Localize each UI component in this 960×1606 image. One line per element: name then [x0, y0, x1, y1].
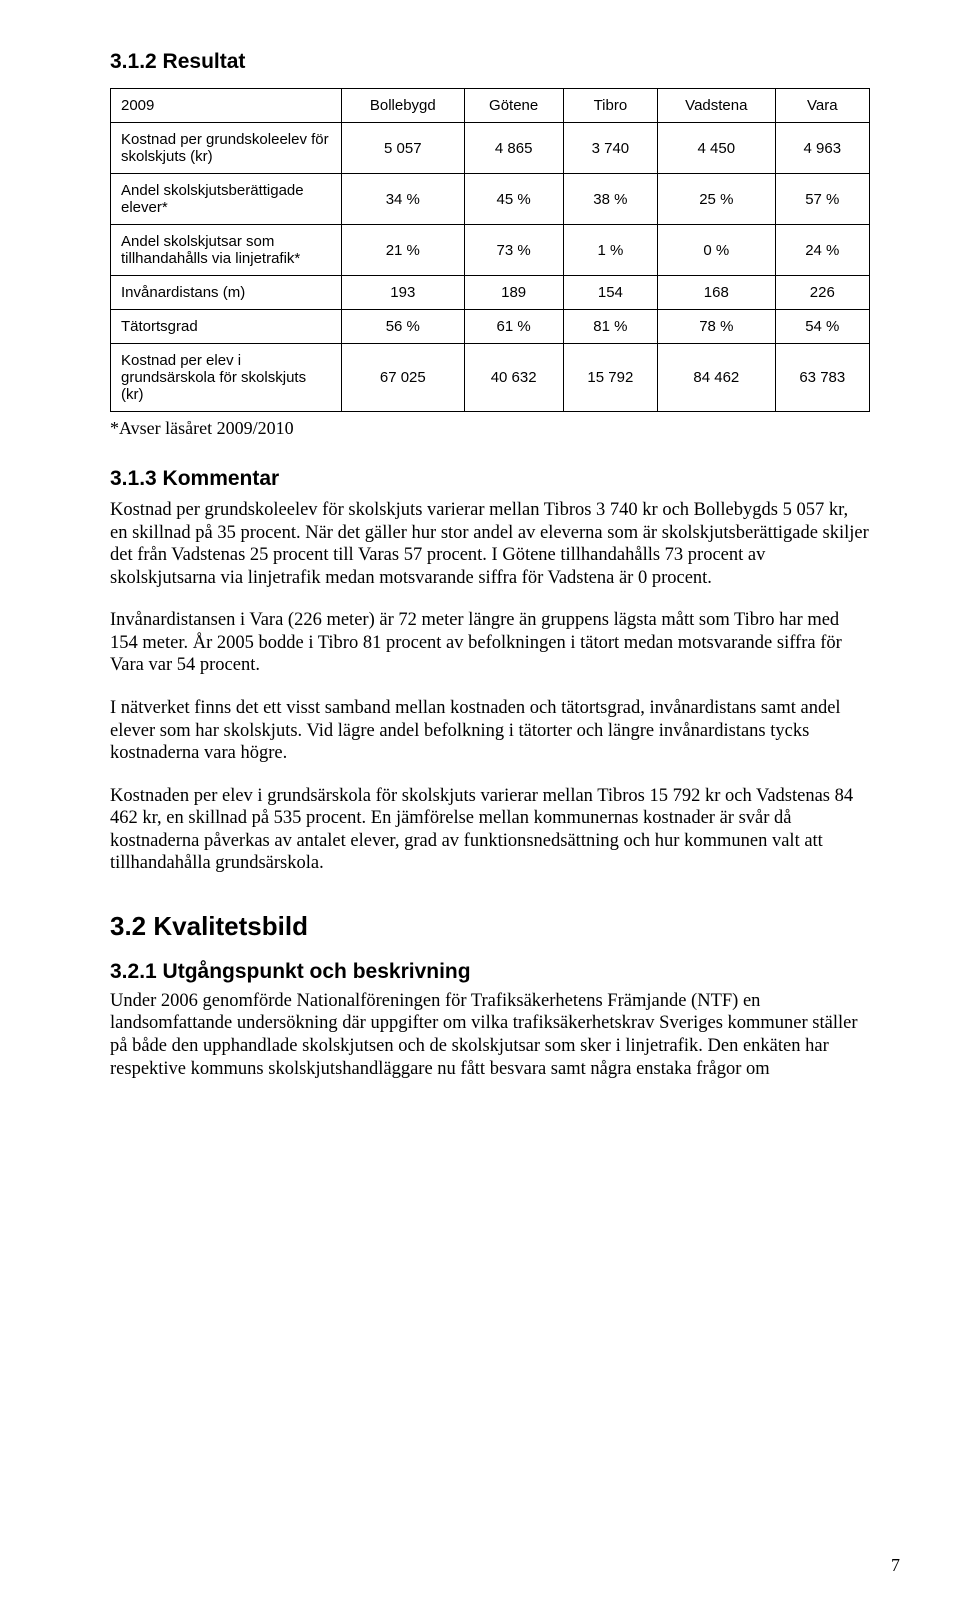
heading-3-1-2: 3.1.2 Resultat	[110, 50, 870, 74]
table-row: Kostnad per elev i grundsärskola för sko…	[111, 344, 870, 412]
table-cell: 4 963	[775, 123, 869, 174]
heading-3-2: 3.2 Kvalitetsbild	[110, 911, 870, 942]
table-footnote: *Avser läsåret 2009/2010	[110, 418, 870, 439]
row-label: Andel skolskjutsar som tillhandahålls vi…	[111, 225, 342, 276]
row-label: Kostnad per grundskoleelev för skolskjut…	[111, 123, 342, 174]
table-cell: 73 %	[464, 225, 563, 276]
table-cell: 45 %	[464, 174, 563, 225]
year-label-cell: 2009	[111, 89, 342, 123]
table-cell: 54 %	[775, 310, 869, 344]
table-cell: 3 740	[563, 123, 657, 174]
table-cell: 4 865	[464, 123, 563, 174]
table-cell: 81 %	[563, 310, 657, 344]
table-cell: 67 025	[342, 344, 465, 412]
table-row: Invånardistans (m) 193 189 154 168 226	[111, 276, 870, 310]
row-label: Kostnad per elev i grundsärskola för sko…	[111, 344, 342, 412]
document-page: 3.1.2 Resultat 2009 Bollebygd Götene Tib…	[0, 0, 960, 1606]
table-cell: 57 %	[775, 174, 869, 225]
table-cell: 4 450	[658, 123, 776, 174]
table-cell: 15 792	[563, 344, 657, 412]
commentary-paragraph: I nätverket finns det ett visst samband …	[110, 697, 870, 765]
table-row: Andel skolskjutsar som tillhandahålls vi…	[111, 225, 870, 276]
table-cell: 5 057	[342, 123, 465, 174]
table-cell: 24 %	[775, 225, 869, 276]
table-cell: 40 632	[464, 344, 563, 412]
column-header: Vadstena	[658, 89, 776, 123]
table-cell: 193	[342, 276, 465, 310]
commentary-paragraph: Kostnad per grundskoleelev för skolskjut…	[110, 499, 870, 589]
table-cell: 38 %	[563, 174, 657, 225]
column-header: Tibro	[563, 89, 657, 123]
table-cell: 168	[658, 276, 776, 310]
table-cell: 226	[775, 276, 869, 310]
row-label: Tätortsgrad	[111, 310, 342, 344]
table-row: Andel skolskjutsberättigade elever* 34 %…	[111, 174, 870, 225]
table-row: Kostnad per grundskoleelev för skolskjut…	[111, 123, 870, 174]
table-header-row: 2009 Bollebygd Götene Tibro Vadstena Var…	[111, 89, 870, 123]
page-number: 7	[891, 1555, 900, 1576]
table-cell: 189	[464, 276, 563, 310]
column-header: Götene	[464, 89, 563, 123]
table-cell: 25 %	[658, 174, 776, 225]
heading-3-2-1: 3.2.1 Utgångspunkt och beskrivning	[110, 960, 870, 984]
table-cell: 0 %	[658, 225, 776, 276]
commentary-paragraph: Invånardistansen i Vara (226 meter) är 7…	[110, 609, 870, 677]
row-label: Andel skolskjutsberättigade elever*	[111, 174, 342, 225]
table-cell: 154	[563, 276, 657, 310]
table-row: Tätortsgrad 56 % 61 % 81 % 78 % 54 %	[111, 310, 870, 344]
column-header: Bollebygd	[342, 89, 465, 123]
section-321-paragraph: Under 2006 genomförde Nationalföreningen…	[110, 990, 870, 1080]
heading-3-1-3: 3.1.3 Kommentar	[110, 467, 870, 491]
table-cell: 78 %	[658, 310, 776, 344]
column-header: Vara	[775, 89, 869, 123]
commentary-paragraph: Kostnaden per elev i grundsärskola för s…	[110, 785, 870, 875]
table-cell: 84 462	[658, 344, 776, 412]
table-cell: 63 783	[775, 344, 869, 412]
table-cell: 34 %	[342, 174, 465, 225]
table-cell: 61 %	[464, 310, 563, 344]
table-cell: 56 %	[342, 310, 465, 344]
row-label: Invånardistans (m)	[111, 276, 342, 310]
results-table: 2009 Bollebygd Götene Tibro Vadstena Var…	[110, 88, 870, 412]
table-cell: 1 %	[563, 225, 657, 276]
table-cell: 21 %	[342, 225, 465, 276]
